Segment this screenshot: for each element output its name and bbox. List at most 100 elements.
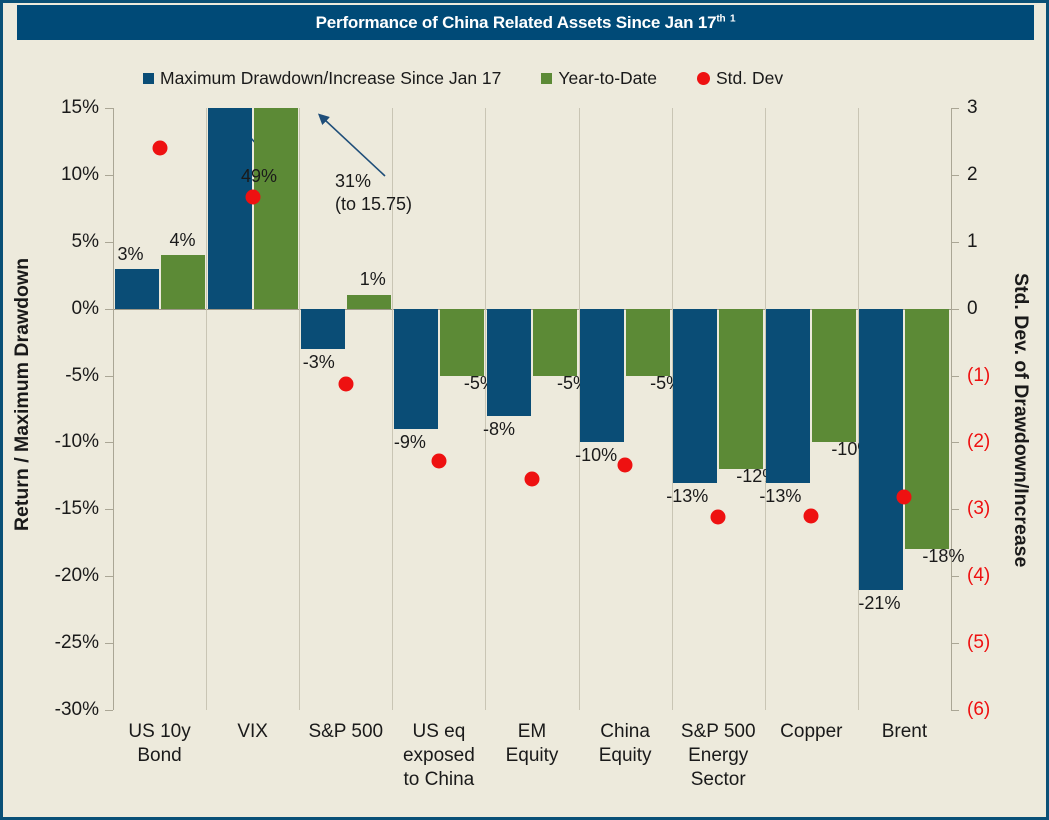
y-axis-left-tick xyxy=(105,643,113,645)
y-axis-right-tick-label: (4) xyxy=(967,565,991,587)
bar-max-drawdown[interactable] xyxy=(300,308,345,349)
bar-ytd[interactable] xyxy=(626,308,671,376)
bar-ytd[interactable] xyxy=(346,295,391,309)
annotation-vix-green: 31% (to 15.75) xyxy=(335,170,412,216)
legend-circle-icon xyxy=(696,71,710,85)
bar-ytd[interactable] xyxy=(533,308,577,376)
std-dev-dot[interactable] xyxy=(803,508,819,524)
y-axis-right-tick xyxy=(951,643,959,645)
bar-ytd[interactable] xyxy=(160,255,205,309)
category-label-line: Copper xyxy=(780,721,843,742)
category-label-line: Sector xyxy=(690,769,746,790)
y-axis-left-tick-label: -25% xyxy=(54,632,99,654)
bar-ytd[interactable] xyxy=(812,308,857,443)
category-gridline xyxy=(579,108,580,710)
y-axis-right-tick xyxy=(951,710,959,711)
std-dev-dot[interactable] xyxy=(152,140,168,156)
category-label-line: EM xyxy=(517,721,547,742)
bar-ytd[interactable] xyxy=(439,308,484,376)
category-gridline xyxy=(206,108,207,710)
y-axis-right-tick xyxy=(951,174,959,176)
legend-ytd[interactable]: Year-to-Date xyxy=(541,68,657,89)
annotation-text: 49% xyxy=(241,166,278,186)
category-sp500-energy[interactable]: S&P 500 Energy Sector xyxy=(658,720,778,792)
bar-ytd[interactable] xyxy=(253,108,298,309)
zero-baseline xyxy=(113,308,951,310)
bar-value-label: 4% xyxy=(169,230,196,251)
bar-max-drawdown[interactable] xyxy=(859,308,904,590)
bar-max-drawdown[interactable] xyxy=(487,308,531,416)
y-axis-left-tick-label: 10% xyxy=(60,163,99,185)
y-axis-right-tick-label: 2 xyxy=(967,163,978,185)
y-axis-right-tick-label: (6) xyxy=(967,699,991,720)
category-sp500[interactable]: S&P 500 xyxy=(286,720,406,744)
y-axis-left-tick xyxy=(105,710,113,711)
legend-square-icon xyxy=(541,72,553,84)
y-axis-right-tick-label: (3) xyxy=(967,498,991,520)
bar-value-label: -13% xyxy=(666,485,709,506)
y-axis-left-tick-label: -30% xyxy=(54,699,99,720)
category-gridline xyxy=(299,108,300,710)
category-label-line: US eq xyxy=(412,721,466,742)
y-axis-left-tick xyxy=(105,308,113,310)
y-axis-right-tick xyxy=(951,108,959,109)
title-footnote-marker: 1 xyxy=(729,12,736,24)
category-label-line: Energy xyxy=(688,745,749,766)
std-dev-dot[interactable] xyxy=(896,489,912,505)
legend-max-drawdown[interactable]: Maximum Drawdown/Increase Since Jan 17 xyxy=(143,68,501,89)
bar-max-drawdown[interactable] xyxy=(207,108,252,309)
y-axis-title-left: Return / Maximum Drawdown xyxy=(11,258,33,532)
category-em-equity[interactable]: EM Equity xyxy=(472,720,592,768)
y-axis-left-tick xyxy=(105,174,113,176)
category-brent[interactable]: Brent xyxy=(844,720,964,744)
y-axis-right-tick xyxy=(951,442,959,444)
bar-max-drawdown[interactable] xyxy=(673,308,718,483)
legend-item-label: Maximum Drawdown/Increase Since Jan 17 xyxy=(160,67,502,88)
y-axis-left-line xyxy=(113,108,114,710)
category-copper[interactable]: Copper xyxy=(751,720,871,744)
category-label-line: US 10y xyxy=(128,721,191,742)
category-vix[interactable]: VIX xyxy=(193,720,313,744)
bar-value-label: -9% xyxy=(393,432,426,453)
legend-std-dev[interactable]: Std. Dev xyxy=(696,67,784,89)
y-axis-left-tick xyxy=(105,576,113,578)
bar-value-label: -10% xyxy=(575,445,618,466)
std-dev-dot[interactable] xyxy=(710,509,726,525)
category-label-line: S&P 500 xyxy=(680,721,756,742)
category-label-line: to China xyxy=(403,769,475,790)
category-us-10y-bond[interactable]: US 10y Bond xyxy=(100,720,220,768)
bar-ytd[interactable] xyxy=(719,308,764,470)
std-dev-dot[interactable] xyxy=(431,453,447,469)
category-label-line: Equity xyxy=(505,745,559,766)
category-us-eq-china[interactable]: US eq exposed to China xyxy=(379,720,499,792)
annotation-vix-blue: 49% xyxy=(241,165,277,188)
std-dev-dot[interactable] xyxy=(524,471,540,487)
y-axis-right-tick-label: (5) xyxy=(967,632,991,654)
category-china-equity[interactable]: China Equity xyxy=(565,720,685,768)
bar-ytd[interactable] xyxy=(905,308,950,550)
y-axis-left-tick-label: -10% xyxy=(54,431,99,453)
y-axis-left-tick xyxy=(105,241,113,243)
title-ordinal-suffix: th xyxy=(716,12,726,24)
legend-square-icon xyxy=(143,72,154,84)
y-axis-right-tick-label: 3 xyxy=(967,97,978,118)
y-axis-left-tick xyxy=(105,108,113,109)
bar-value-label: -8% xyxy=(482,418,516,439)
y-axis-left-tick-label: 15% xyxy=(60,97,99,118)
y-axis-title-right: Std. Dev. of Drawdown/Increase xyxy=(1010,273,1032,568)
y-axis-right-tick xyxy=(951,241,959,243)
bar-max-drawdown[interactable] xyxy=(114,268,159,309)
y-axis-left-tick-label: 5% xyxy=(71,230,99,252)
std-dev-dot[interactable] xyxy=(338,376,354,392)
annotation-text-line1: 31% xyxy=(335,171,372,191)
legend-item-label: Std. Dev xyxy=(715,67,784,88)
category-gridline xyxy=(392,108,393,710)
bar-max-drawdown[interactable] xyxy=(580,308,625,443)
std-dev-dot[interactable] xyxy=(245,189,261,205)
std-dev-dot[interactable] xyxy=(617,457,633,473)
bar-max-drawdown[interactable] xyxy=(393,308,438,430)
y-axis-right-tick-label: 1 xyxy=(967,230,978,252)
category-label-line: VIX xyxy=(237,721,268,742)
bar-max-drawdown[interactable] xyxy=(766,308,811,483)
bar-value-label: 3% xyxy=(117,243,144,264)
